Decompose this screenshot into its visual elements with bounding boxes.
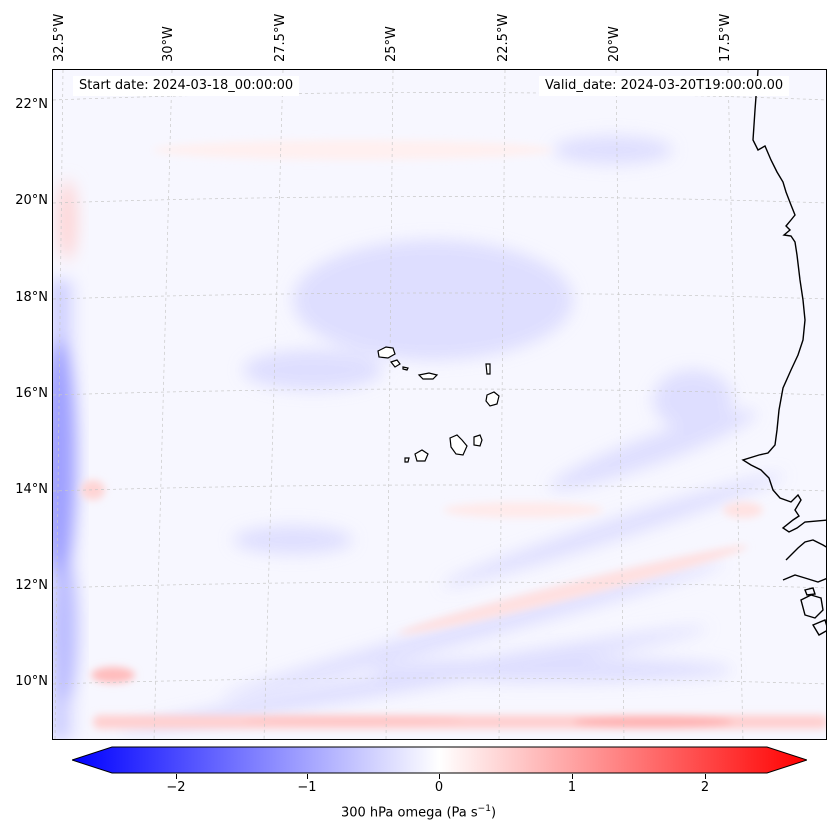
graticule xyxy=(53,70,826,739)
lon-label-20w: 20°W xyxy=(607,26,622,62)
colorbar-label: 300 hPa omega (Pa s−1) xyxy=(340,804,497,821)
lon-label-17-5w: 17.5°W xyxy=(718,13,733,62)
colorbar-tick-mark-neg2 xyxy=(176,774,177,779)
colorbar-tick-1: 1 xyxy=(567,780,577,795)
lon-label-27-5w: 27.5°W xyxy=(273,13,288,62)
colorbar xyxy=(72,746,807,774)
start-date-label: Start date: 2024-03-18_00:00:00 xyxy=(73,76,300,96)
omega-red-patches xyxy=(81,140,826,729)
lat-label-20n: 20°N xyxy=(15,193,48,208)
colorbar-tick-neg1: −1 xyxy=(297,780,317,795)
lon-label-22-5w: 22.5°W xyxy=(496,13,511,62)
colorbar-tick-mark-2 xyxy=(705,774,706,779)
omega-field xyxy=(53,70,826,739)
lat-label-16n: 16°N xyxy=(15,386,48,401)
lat-label-18n: 18°N xyxy=(15,290,48,305)
colorbar-tick-2: 2 xyxy=(700,780,710,795)
lon-label-25w: 25°W xyxy=(384,26,399,62)
lat-label-10n: 10°N xyxy=(15,674,48,689)
colorbar-tick-mark-0 xyxy=(439,774,440,779)
lat-label-12n: 12°N xyxy=(15,578,48,593)
valid-date-label: Valid_date: 2024-03-20T19:00:00.00 xyxy=(539,76,790,96)
lat-label-22n: 22°N xyxy=(15,97,48,112)
colorbar-tick-0: 0 xyxy=(434,780,444,795)
map-panel[interactable] xyxy=(52,69,827,740)
colorbar-tick-neg2: −2 xyxy=(166,780,186,795)
cape-verde-islands xyxy=(377,346,500,463)
lon-label-30w: 30°W xyxy=(161,26,176,62)
colorbar-tick-mark-1 xyxy=(572,774,573,779)
lon-label-32-5w: 32.5°W xyxy=(52,13,67,62)
colorbar-tick-mark-neg1 xyxy=(307,774,308,779)
lat-label-14n: 14°N xyxy=(15,482,48,497)
coastline-west-africa xyxy=(741,70,826,636)
